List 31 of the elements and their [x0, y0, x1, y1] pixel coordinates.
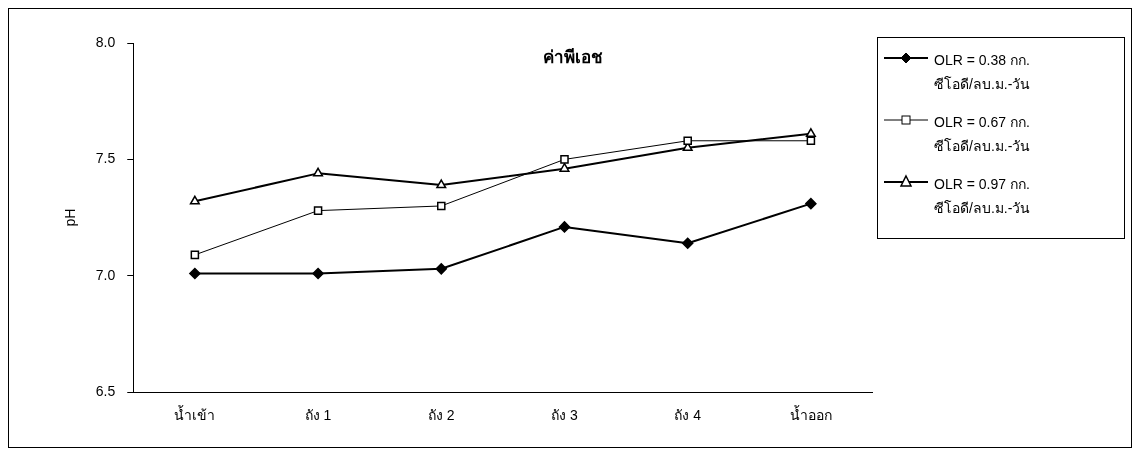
legend-label: OLR = 0.38 กก. ซีโอดี/ลบ.ม.-วัน: [934, 51, 1031, 94]
x-tick-label: ถัง 3: [551, 407, 579, 424]
point: [313, 206, 323, 215]
point: [683, 136, 692, 146]
point: [436, 179, 447, 189]
chart-title: ค่าพีเอช: [542, 47, 603, 67]
x-tick-label: ถัง 2: [427, 407, 455, 424]
point: [558, 221, 571, 233]
y-tick-label: 7.5: [95, 150, 116, 167]
point: [435, 263, 448, 275]
point: [190, 250, 200, 260]
point: [560, 155, 569, 164]
point: [436, 201, 446, 211]
legend-label: OLR = 0.97 กก. ซีโอดี/ลบ.ม.-วัน: [934, 175, 1031, 218]
point: [189, 195, 200, 205]
point: [312, 167, 324, 177]
point: [806, 136, 816, 146]
x-tick-label: ถัง 1: [304, 407, 332, 424]
y-tick-label: 8.0: [95, 33, 116, 50]
point: [312, 267, 324, 280]
point: [189, 267, 201, 280]
point: [681, 237, 694, 249]
y-tick-label: 7.0: [95, 266, 116, 283]
x-tick-label: น้ำออก: [789, 405, 832, 424]
point: [805, 197, 817, 210]
y-axis-title: pH: [62, 208, 79, 227]
x-tick-label: น้ำเข้า: [174, 405, 216, 424]
x-tick-label: ถัง 4: [674, 407, 702, 424]
legend-label: OLR = 0.67 กก. ซีโอดี/ลบ.ม.-วัน: [934, 113, 1031, 156]
y-tick-label: 6.5: [95, 383, 116, 400]
point: [559, 162, 570, 172]
